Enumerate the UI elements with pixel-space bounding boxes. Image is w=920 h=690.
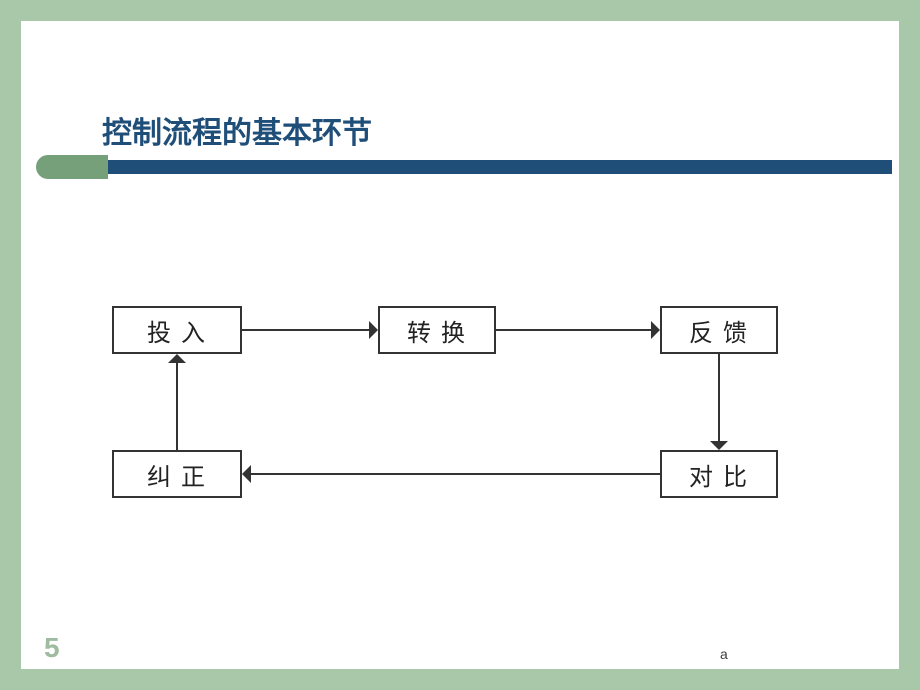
edge-input-convert <box>242 329 369 331</box>
node-input: 投 入 <box>112 306 242 354</box>
node-compare: 对 比 <box>660 450 778 498</box>
node-correct: 纠 正 <box>112 450 242 498</box>
arrowhead-icon <box>168 354 186 363</box>
slide-outer: 控制流程的基本环节 投 入 转 换 反 馈对 比 纠 正 5 a <box>0 0 920 690</box>
accent-bar <box>108 160 892 174</box>
page-number: 5 <box>44 632 60 664</box>
node-convert: 转 换 <box>378 306 496 354</box>
edge-convert-feedback <box>496 329 651 331</box>
edge-correct-input <box>176 363 178 450</box>
arrowhead-icon <box>710 441 728 450</box>
slide-title: 控制流程的基本环节 <box>102 108 372 152</box>
edge-feedback-compare <box>718 354 720 441</box>
edge-compare-correct <box>251 473 660 475</box>
arrowhead-icon <box>369 321 378 339</box>
footer-letter: a <box>720 646 728 662</box>
slide-inner: 控制流程的基本环节 投 入 转 换 反 馈对 比 纠 正 5 a <box>21 21 899 669</box>
accent-pill <box>36 155 108 179</box>
arrowhead-icon <box>242 465 251 483</box>
node-feedback: 反 馈 <box>660 306 778 354</box>
arrowhead-icon <box>651 321 660 339</box>
